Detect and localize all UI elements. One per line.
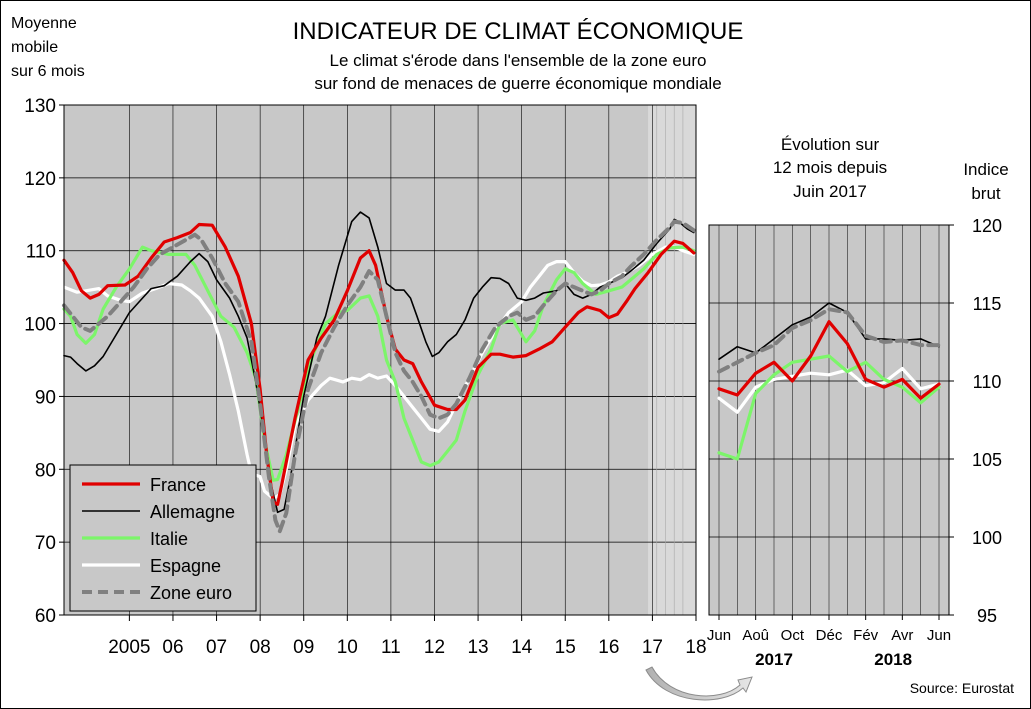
- main-x-axis: 2005 06 07 08 09 10 11 12 13 14 15 16 17 18: [108, 615, 707, 658]
- inset-series-group: [717, 302, 941, 461]
- series-line-france: [62, 222, 696, 506]
- main-y-tick-label: 110: [26, 242, 56, 263]
- inset-year-label: 2017: [755, 650, 793, 669]
- legend-label-espagne: Espagne: [150, 556, 221, 576]
- main-series-group: [62, 211, 696, 534]
- inset-series-line-espagne: [717, 366, 941, 414]
- main-x-tick-label: 10: [337, 637, 358, 658]
- inset-y-tick-label: 105: [972, 450, 1002, 470]
- main-x-tick-label: 2005: [108, 637, 150, 658]
- inset-x-tick-label: Jun: [707, 627, 731, 644]
- inset-y-tick-label: 100: [972, 528, 1002, 548]
- main-x-tick-label: 13: [467, 637, 488, 658]
- legend-label-zone-euro: Zone euro: [150, 583, 232, 603]
- main-line-chart: 60 70 80 90 100 110 120 130 2005 06 07 08 09 10 11 12 1…: [24, 96, 706, 658]
- legend-label-france: France: [150, 475, 206, 495]
- left-axis-caption-line2: mobile: [11, 39, 58, 56]
- inset-x-tick-label: Oct: [781, 627, 805, 644]
- inset-series-line-france: [717, 320, 941, 400]
- inset-line-chart: 95 100 105 110 115 120 Jun Aoû Oct Déc Fév Avr Jun 2…: [707, 216, 1002, 669]
- left-axis-caption-line3: sur 6 mois: [11, 63, 85, 80]
- main-x-tick-label: 16: [598, 637, 619, 658]
- inset-x-axis: Jun Aoû Oct Déc Fév Avr Jun 2017 2018: [707, 615, 951, 669]
- series-line-allemagne: [63, 211, 695, 514]
- legend-label-allemagne: Allemagne: [150, 502, 235, 522]
- inset-caption-line1: Évolution sur: [781, 135, 880, 154]
- inset-x-tick-label: Avr: [891, 627, 913, 644]
- main-x-tick-label: 14: [511, 637, 533, 658]
- inset-x-tick-label: Aoû: [742, 627, 769, 644]
- inset-x-tick-label: Fév: [853, 627, 879, 644]
- main-y-tick-label: 70: [35, 533, 56, 554]
- main-x-tick-label: 08: [250, 637, 271, 658]
- main-x-tick-label: 07: [206, 637, 227, 658]
- main-gridlines: [64, 105, 697, 615]
- main-y-tick-label: 100: [24, 315, 56, 336]
- inset-series-line-zone-euro: [717, 307, 941, 374]
- right-axis-caption-line1: Indice: [963, 160, 1008, 179]
- inset-x-tick-label: Déc: [816, 627, 843, 644]
- inset-year-label: 2018: [874, 650, 912, 669]
- main-y-tick-label: 90: [35, 387, 56, 408]
- chart-subtitle-line2: sur fond de menaces de guerre économique…: [314, 74, 721, 93]
- main-plot-frame: [63, 104, 697, 616]
- inset-y-tick-label: 115: [973, 294, 1002, 314]
- legend-label-italie: Italie: [150, 529, 188, 549]
- main-y-axis: 60 70 80 90 100 110 120 130: [24, 96, 64, 627]
- inset-caption-line3: Juin 2017: [793, 182, 867, 201]
- main-y-tick-label: 80: [35, 460, 56, 481]
- main-x-tick-label: 18: [685, 637, 706, 658]
- chart-subtitle-line1: Le climat s'érode dans l'ensemble de la …: [330, 51, 707, 70]
- main-x-tick-label: 12: [424, 637, 445, 658]
- inset-y-tick-label: 110: [973, 372, 1002, 392]
- inset-y-tick-label: 120: [972, 216, 1002, 236]
- main-y-tick-label: 60: [35, 606, 56, 627]
- series-line-espagne: [62, 245, 696, 500]
- series-line-italie: [62, 245, 696, 482]
- inset-x-tick-label: Jun: [927, 627, 951, 644]
- main-x-tick-label: 17: [642, 637, 663, 658]
- main-highlight-band: [648, 105, 696, 615]
- inset-y-axis: 95 100 105 110 115 120: [949, 216, 1002, 626]
- curved-arrow-icon: [645, 666, 753, 701]
- source-note: Source: Eurostat: [910, 680, 1014, 696]
- main-x-tick-label: 11: [381, 637, 401, 658]
- chart-title: INDICATEUR DE CLIMAT ÉCONOMIQUE: [293, 18, 744, 45]
- series-line-zone-euro: [62, 219, 696, 534]
- legend: France Allemagne Italie Espagne Zone euro: [69, 464, 257, 612]
- inset-series-line-italie: [717, 354, 941, 461]
- inset-y-tick-label: 95: [977, 606, 997, 626]
- main-y-tick-label: 130: [24, 96, 56, 117]
- right-axis-caption-line2: brut: [971, 184, 1001, 203]
- main-y-tick-label: 120: [24, 169, 56, 190]
- left-axis-caption-line1: Moyenne: [11, 15, 77, 32]
- main-x-tick-label: 09: [293, 637, 314, 658]
- main-x-tick-label: 15: [555, 637, 576, 658]
- main-x-tick-label: 06: [162, 637, 183, 658]
- inset-caption-line2: 12 mois depuis: [773, 158, 887, 177]
